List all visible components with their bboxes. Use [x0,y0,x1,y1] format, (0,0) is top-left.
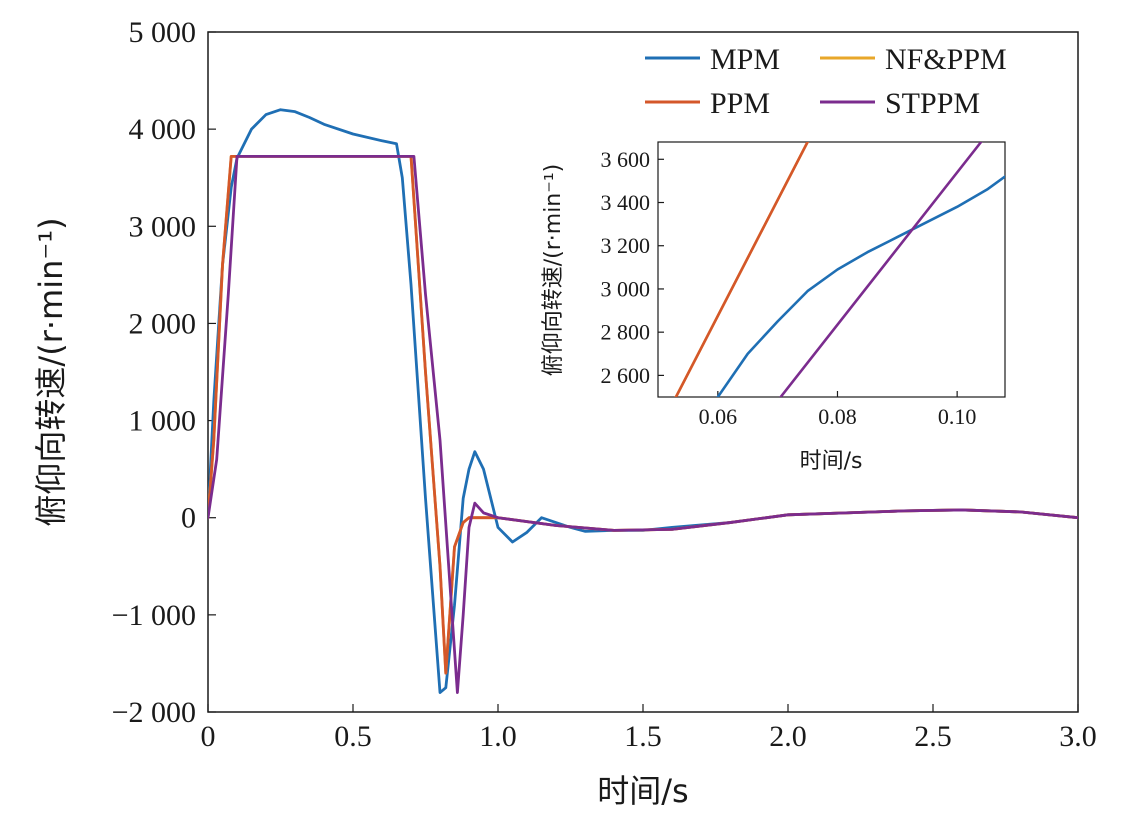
main-x-tick-label: 1.0 [479,720,517,753]
inset-x-axis-label: 时间/s [800,449,863,474]
inset-y-tick-label: 3 000 [601,276,651,301]
inset-series-ppm [674,142,809,397]
legend-label-ppm: PPM [710,87,770,120]
main-x-tick-label: 2.5 [914,720,952,753]
main-axis-ticks: 0 0.5 1.0 1.5 2.0 2.5 3.0 −2 000 −1 000 0 1 000 2 0… [112,16,1097,753]
inset-series-stppm [779,142,983,397]
legend-label-mpm: MPM [710,43,780,76]
inset-x-tick-label: 0.06 [699,404,738,429]
main-y-tick-label: 0 [181,502,196,535]
inset-y-tick-label: 3 600 [601,147,651,172]
main-x-tick-label: 0 [201,720,216,753]
main-y-tick-label: 5 000 [129,16,197,49]
main-series-group [208,108,1078,694]
inset-y-tick-label: 3 400 [601,190,651,215]
inset-x-tick-label: 0.10 [938,404,977,429]
inset-series-mpm [716,175,1005,397]
main-y-tick-label: −2 000 [112,696,196,729]
main-y-tick-label: 4 000 [129,113,197,146]
legend-label-nf-ppm: NF&PPM [885,43,1007,76]
inset-axis-ticks: 0.06 0.08 0.10 2 600 2 800 3 000 3 200 3 400 3 6… [601,147,977,429]
inset-x-tick-label: 0.08 [818,404,857,429]
main-y-tick-label: 2 000 [129,307,197,340]
main-series-stppm [208,154,1078,694]
inset-y-axis-label: 俯仰向转速/(r·min⁻¹) [541,164,566,377]
main-x-tick-label: 2.0 [769,720,807,753]
main-x-tick-label: 0.5 [334,720,372,753]
inset-series-group [674,142,1005,397]
main-x-tick-label: 1.5 [624,720,662,753]
main-y-tick-label: 3 000 [129,210,197,243]
main-y-tick-label: −1 000 [112,599,196,632]
y-axis-label: 俯仰向转速/(r·min⁻¹) [32,217,70,526]
legend: MPM NF&PPM PPM STPPM [645,43,1007,120]
inset-y-tick-label: 3 200 [601,233,651,258]
main-y-tick-label: 1 000 [129,405,197,438]
inset-plot-frame [657,141,1006,398]
main-x-tick-label: 3.0 [1059,720,1097,753]
inset-y-tick-label: 2 600 [601,363,651,388]
legend-label-stppm: STPPM [885,87,980,120]
x-axis-label: 时间/s [597,772,688,810]
inset-y-tick-label: 2 800 [601,320,651,345]
